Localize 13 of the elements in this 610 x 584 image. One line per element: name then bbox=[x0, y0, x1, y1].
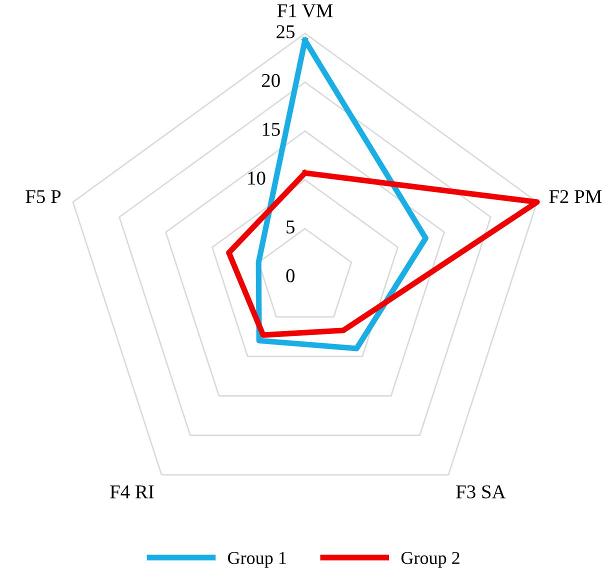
spoke-label: F3 SA bbox=[456, 485, 506, 498]
y-tick-label: 25 bbox=[276, 25, 294, 38]
y-tick-label: 15 bbox=[262, 122, 280, 136]
y-tick-label: 10 bbox=[248, 172, 266, 185]
legend-label: Group 2 bbox=[401, 552, 460, 568]
legend-label: Group 1 bbox=[228, 552, 286, 568]
y-tick-label: 20 bbox=[262, 74, 280, 88]
spoke-label: F2 PM bbox=[549, 190, 602, 203]
spoke-label: F4 RI bbox=[110, 485, 154, 498]
y-tick-label: 0 bbox=[286, 269, 294, 282]
spoke-label: F1 VM bbox=[277, 4, 333, 18]
spoke-label: F5 P bbox=[26, 190, 61, 204]
y-tick-label: 5 bbox=[286, 220, 294, 234]
